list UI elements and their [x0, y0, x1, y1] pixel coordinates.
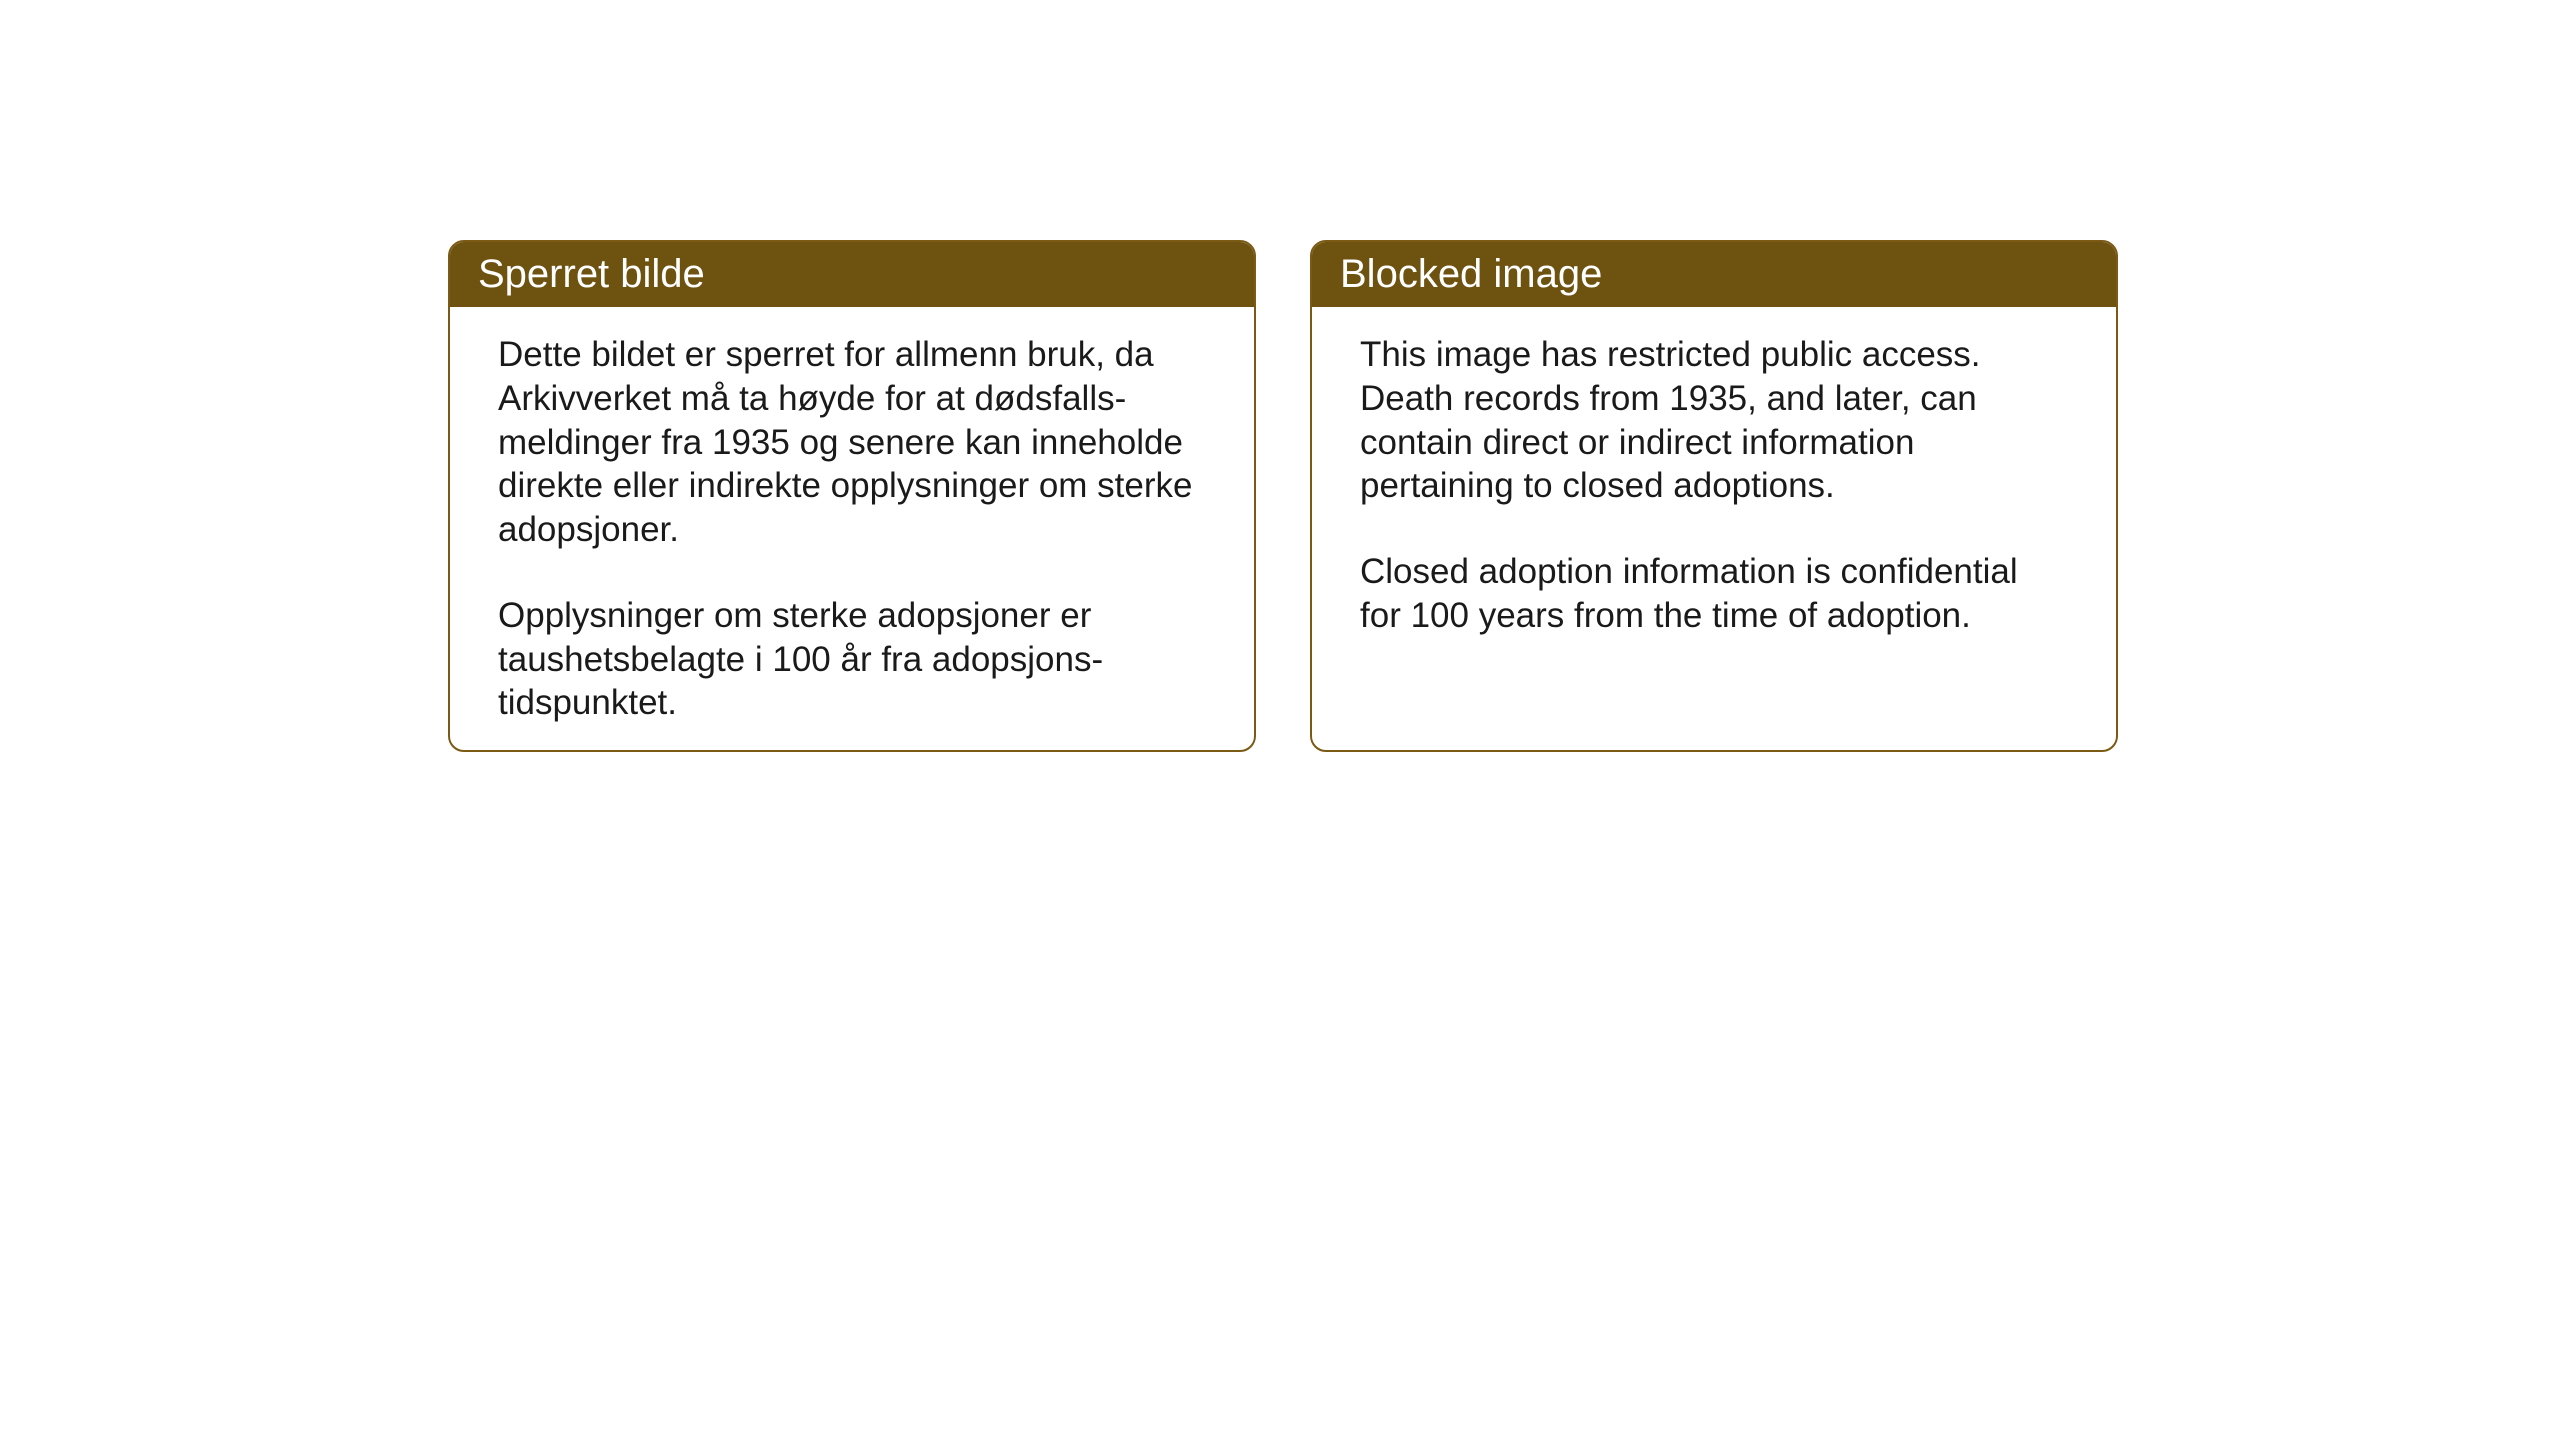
notice-header-norwegian: Sperret bilde	[450, 242, 1254, 307]
notice-paragraph-2-english: Closed adoption information is confident…	[1360, 550, 2068, 638]
notice-body-norwegian: Dette bildet er sperret for allmenn bruk…	[450, 307, 1254, 751]
notice-title-english: Blocked image	[1340, 252, 1602, 296]
notice-title-norwegian: Sperret bilde	[478, 252, 705, 296]
notice-paragraph-1-english: This image has restricted public access.…	[1360, 333, 2068, 508]
notice-box-norwegian: Sperret bilde Dette bildet er sperret fo…	[448, 240, 1256, 752]
notice-header-english: Blocked image	[1312, 242, 2116, 307]
notice-container: Sperret bilde Dette bildet er sperret fo…	[448, 240, 2118, 752]
notice-paragraph-2-norwegian: Opplysninger om sterke adopsjoner er tau…	[498, 594, 1206, 725]
notice-paragraph-1-norwegian: Dette bildet er sperret for allmenn bruk…	[498, 333, 1206, 552]
notice-box-english: Blocked image This image has restricted …	[1310, 240, 2118, 752]
notice-body-english: This image has restricted public access.…	[1312, 307, 2116, 664]
